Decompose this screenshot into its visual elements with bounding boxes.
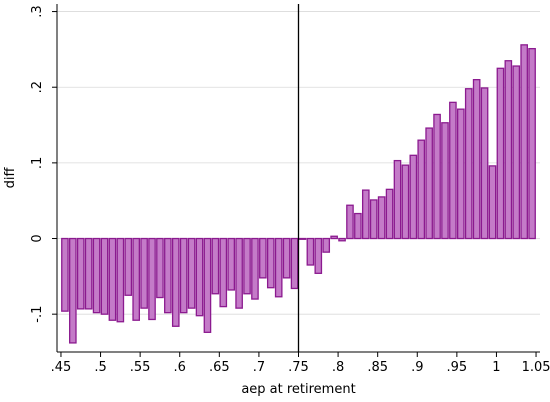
bar-29 (290, 237, 299, 290)
bar-9 (132, 237, 140, 321)
y-tick-label-1: 0 (30, 234, 45, 242)
x-tick-label-10: .95 (447, 360, 468, 375)
bar-8 (124, 237, 133, 296)
bar-20 (219, 237, 228, 308)
bar-18 (203, 237, 212, 333)
bar-52 (472, 79, 481, 240)
y-tick-label-4: .3 (30, 5, 45, 17)
bar-59 (528, 47, 536, 240)
x-tick-label-9: .9 (411, 360, 423, 375)
bar-5 (100, 237, 109, 315)
bar-24 (251, 237, 259, 300)
bar-26 (266, 237, 275, 289)
x-tick-label-4: .65 (209, 360, 230, 375)
x-tick-label-6: .75 (288, 360, 309, 375)
bar-4 (92, 237, 101, 314)
bar-38 (361, 189, 370, 240)
bar-49 (449, 101, 457, 240)
x-tick-label-7: .8 (332, 360, 344, 375)
bar-25 (259, 237, 267, 279)
bar-16 (187, 237, 196, 309)
bar-36 (346, 204, 354, 240)
y-tick-label-2: .1 (30, 157, 45, 169)
bar-2 (76, 237, 85, 310)
bar-13 (164, 237, 172, 314)
bar-7 (116, 237, 125, 323)
y-tick-label-3: .2 (30, 81, 45, 93)
bar-19 (211, 237, 220, 295)
bar-41 (385, 188, 394, 240)
bar-10 (140, 237, 148, 309)
bar-54 (488, 165, 497, 240)
y-tick-label-0: -.1 (30, 306, 45, 323)
bar-27 (274, 237, 283, 298)
x-tick-label-12: 1.05 (522, 360, 550, 375)
bar-44 (409, 154, 418, 240)
bar-39 (369, 199, 378, 240)
bar-45 (417, 139, 426, 240)
bar-12 (156, 237, 164, 299)
bar-3 (84, 237, 93, 310)
bar-33 (322, 237, 331, 253)
bar-14 (171, 237, 180, 327)
bar-0 (61, 237, 69, 312)
bar-17 (195, 237, 204, 317)
bar-46 (425, 127, 433, 240)
bar-53 (480, 87, 489, 240)
x-tick-label-11: 1 (492, 360, 500, 375)
ticks: .45 .5 .55 .6 .65 .7 .75 .8 .85 .9 .95 1 1.05 -.1 0 .1.… (30, 5, 550, 375)
x-axis-title: aep at retirement (241, 382, 355, 397)
bar-1 (69, 237, 77, 344)
x-tick-label-0: .45 (51, 360, 72, 375)
bar-11 (148, 237, 156, 321)
bar-51 (464, 88, 473, 240)
bar-40 (377, 196, 386, 240)
bar-28 (282, 237, 291, 279)
bar-15 (179, 237, 188, 314)
bar-37 (354, 212, 362, 240)
bar-21 (227, 237, 236, 291)
x-tick-label-3: .6 (174, 360, 186, 375)
bar-30 (298, 237, 307, 240)
bar-23 (243, 237, 251, 295)
bar-35 (338, 237, 346, 242)
bar-32 (314, 237, 323, 274)
bar-43 (401, 164, 410, 240)
x-tick-label-8: .85 (367, 360, 388, 375)
x-tick-label-5: .7 (253, 360, 265, 375)
bar-55 (496, 67, 505, 240)
y-axis-title: diff (3, 167, 18, 189)
x-tick-label-1: .5 (94, 360, 106, 375)
bar-57 (512, 65, 521, 240)
bar-34 (330, 235, 338, 240)
bar-50 (457, 108, 465, 240)
bar-6 (108, 237, 117, 321)
bar-48 (441, 122, 449, 240)
bar-42 (393, 159, 402, 240)
x-tick-label-2: .55 (130, 360, 151, 375)
bar-56 (504, 60, 513, 240)
bars (61, 44, 536, 344)
bar-31 (306, 237, 315, 266)
bar-47 (433, 113, 441, 240)
bar-58 (520, 44, 528, 240)
bar-22 (235, 237, 243, 309)
